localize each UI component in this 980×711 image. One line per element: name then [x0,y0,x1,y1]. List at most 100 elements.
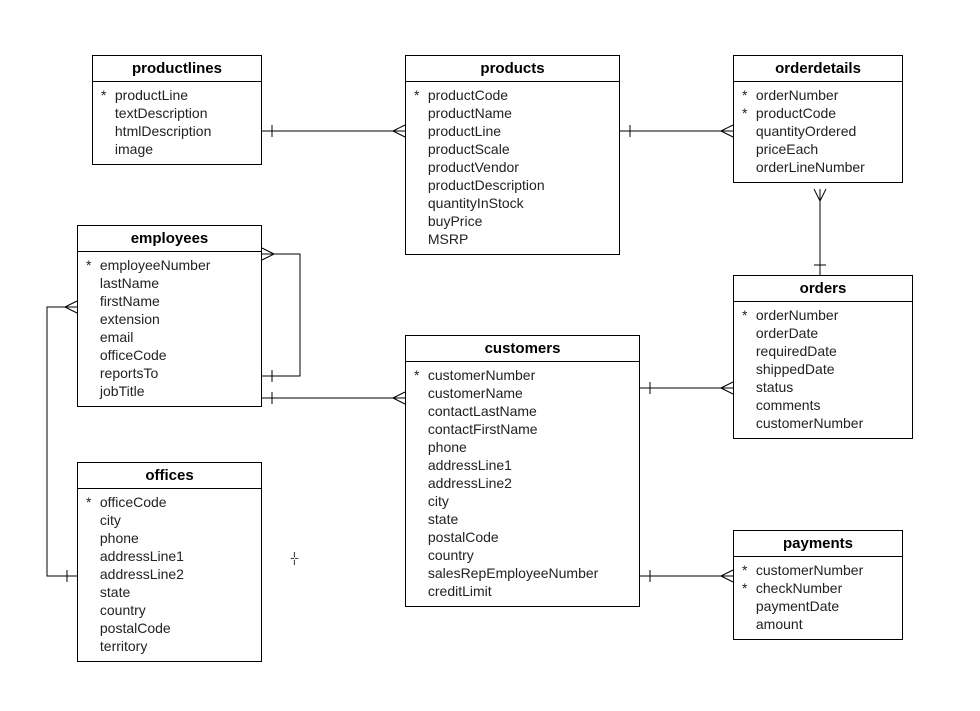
entity-title-orders: orders [734,276,912,302]
attr-products-productVendor: productVendor [414,158,611,176]
attr-offices-phone: phone [86,529,253,547]
entity-productlines: productlines* productLine textDescriptio… [92,55,262,165]
attr-label: state [428,511,458,527]
edit-cursor-icon: -¦- [290,549,297,565]
attr-offices-postalCode: postalCode [86,619,253,637]
attr-offices-country: country [86,601,253,619]
attr-offices-state: state [86,583,253,601]
pk-marker: * [742,86,752,104]
attr-customers-contactLastName: contactLastName [414,402,631,420]
attr-label: orderNumber [756,307,838,323]
attr-label: city [100,512,121,528]
pk-marker: * [86,256,96,274]
attr-products-quantityInStock: quantityInStock [414,194,611,212]
attr-label: addressLine2 [428,475,512,491]
attr-offices-territory: territory [86,637,253,655]
attr-products-productLine: productLine [414,122,611,140]
attr-label: productVendor [428,159,519,175]
attr-orders-customerNumber: customerNumber [742,414,904,432]
attr-label: customerName [428,385,523,401]
attr-label: country [428,547,474,563]
attr-label: htmlDescription [115,123,211,139]
attr-employees-extension: extension [86,310,253,328]
entity-body-customers: * customerNumber customerName contactLas… [406,362,639,606]
attr-productlines-textDescription: textDescription [101,104,253,122]
attr-label: reportsTo [100,365,158,381]
attr-label: comments [756,397,821,413]
attr-employees-reportsTo: reportsTo [86,364,253,382]
attr-label: officeCode [100,347,167,363]
attr-payments-customerNumber: * customerNumber [742,561,894,579]
entity-offices: offices* officeCode city phone addressLi… [77,462,262,662]
entity-orders: orders * orderNumber orderDate requiredDa… [733,275,913,439]
entity-body-productlines: * productLine textDescription htmlDescri… [93,82,261,164]
attr-orderdetails-orderLineNumber: orderLineNumber [742,158,894,176]
pk-marker: * [742,579,752,597]
pk-marker: * [742,306,752,324]
attr-label: status [756,379,793,395]
attr-orderdetails-productCode: * productCode [742,104,894,122]
attr-label: productDescription [428,177,545,193]
attr-customers-creditLimit: creditLimit [414,582,631,600]
attr-label: addressLine2 [100,566,184,582]
attr-label: salesRepEmployeeNumber [428,565,598,581]
attr-label: jobTitle [100,383,145,399]
pk-marker: * [742,104,752,122]
attr-orderdetails-orderNumber: * orderNumber [742,86,894,104]
attr-label: buyPrice [428,213,482,229]
attr-orders-comments: comments [742,396,904,414]
attr-label: MSRP [428,231,468,247]
entity-body-employees: * employeeNumber lastName firstName exte… [78,252,261,406]
attr-offices-addressLine2: addressLine2 [86,565,253,583]
attr-label: addressLine1 [428,457,512,473]
attr-label: employeeNumber [100,257,211,273]
attr-label: customerNumber [756,415,863,431]
attr-label: state [100,584,130,600]
attr-label: productScale [428,141,510,157]
attr-label: paymentDate [756,598,839,614]
attr-label: customerNumber [428,367,535,383]
attr-label: phone [428,439,467,455]
attr-employees-officeCode: officeCode [86,346,253,364]
attr-customers-city: city [414,492,631,510]
attr-employees-employeeNumber: * employeeNumber [86,256,253,274]
pk-marker: * [414,86,424,104]
attr-label: productLine [428,123,501,139]
attr-customers-state: state [414,510,631,528]
attr-customers-addressLine1: addressLine1 [414,456,631,474]
entity-employees: employees* employeeNumber lastName first… [77,225,262,407]
attr-employees-jobTitle: jobTitle [86,382,253,400]
attr-products-MSRP: MSRP [414,230,611,248]
attr-label: email [100,329,133,345]
attr-label: productLine [115,87,188,103]
attr-customers-postalCode: postalCode [414,528,631,546]
pk-marker: * [742,561,752,579]
entity-title-payments: payments [734,531,902,557]
attr-orders-orderDate: orderDate [742,324,904,342]
attr-label: orderLineNumber [756,159,865,175]
attr-label: addressLine1 [100,548,184,564]
entity-title-employees: employees [78,226,261,252]
attr-customers-customerName: customerName [414,384,631,402]
entity-products: products* productCode productName produc… [405,55,620,255]
entity-title-offices: offices [78,463,261,489]
attr-label: postalCode [100,620,171,636]
attr-label: postalCode [428,529,499,545]
attr-employees-email: email [86,328,253,346]
attr-payments-paymentDate: paymentDate [742,597,894,615]
attr-label: territory [100,638,147,654]
attr-label: firstName [100,293,160,309]
attr-productlines-productLine: * productLine [101,86,253,104]
attr-orders-requiredDate: requiredDate [742,342,904,360]
attr-orderdetails-priceEach: priceEach [742,140,894,158]
attr-label: shippedDate [756,361,835,377]
attr-orders-orderNumber: * orderNumber [742,306,904,324]
attr-employees-firstName: firstName [86,292,253,310]
entity-payments: payments* customerNumber* checkNumber pa… [733,530,903,640]
attr-label: quantityInStock [428,195,524,211]
attr-offices-city: city [86,511,253,529]
attr-customers-country: country [414,546,631,564]
attr-orders-shippedDate: shippedDate [742,360,904,378]
attr-label: priceEach [756,141,818,157]
attr-label: productCode [756,105,836,121]
